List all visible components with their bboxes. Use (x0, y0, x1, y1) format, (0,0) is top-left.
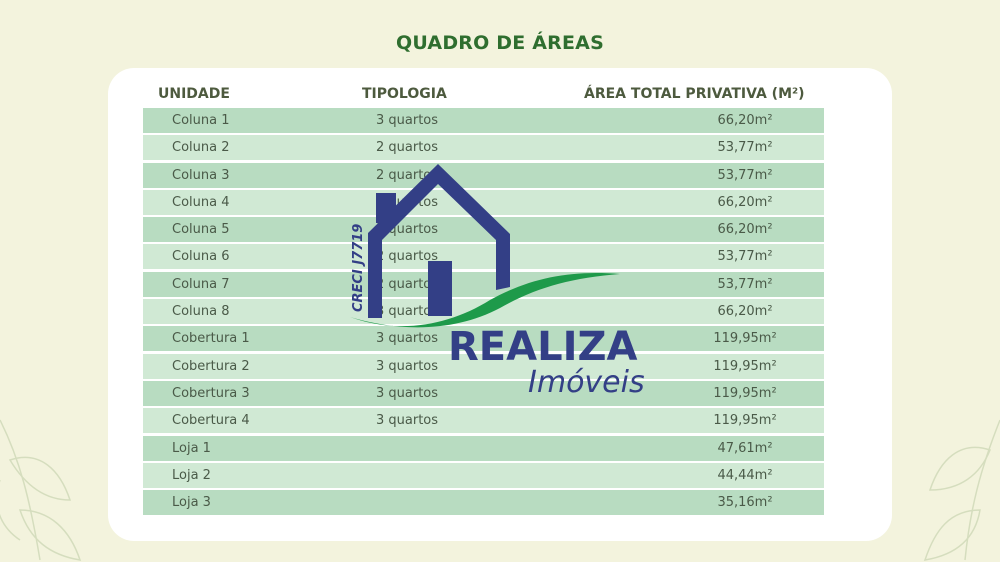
cell-area: 35,16m² (717, 495, 773, 511)
cell-tipologia: 2 quartos (376, 249, 439, 265)
brand-text: REALIZA (448, 324, 637, 370)
brand-subtitle-text: Imóveis (528, 365, 645, 400)
table-row: Coluna 2 2 quartos 53,77m² (143, 135, 824, 161)
cell-tipologia: 3 quartos (376, 331, 439, 347)
cell-area: 66,20m² (717, 194, 773, 210)
cell-unidade: Coluna 3 (172, 167, 230, 183)
table-row: Cobertura 1 3 quartos 119,95m² (143, 326, 824, 352)
cell-area: 119,95m² (713, 358, 777, 374)
cell-tipologia: 3 quartos (376, 304, 439, 320)
cell-area: 119,95m² (713, 413, 777, 429)
table-row: Loja 1 47,61m² (143, 435, 824, 461)
cell-tipologia: 3 quartos (376, 385, 439, 401)
leaf-decoration-right (923, 419, 1000, 561)
table-row: Cobertura 3 3 quartos 119,95m² (143, 380, 824, 406)
cell-tipologia: 2 quartos (376, 140, 439, 156)
cell-area: 53,77m² (717, 276, 773, 292)
realiza-logo-watermark: CRECI J7719 REALIZA Imóveis (350, 164, 645, 400)
cell-area: 47,61m² (717, 440, 773, 456)
cell-area: 119,95m² (713, 331, 777, 347)
cell-area: 53,77m² (717, 249, 773, 265)
cell-area: 119,95m² (713, 385, 777, 401)
table-row: Coluna 7 2 quartos 53,77m² (143, 271, 824, 297)
cell-area: 66,20m² (717, 113, 773, 128)
page-title: QUADRO DE ÁREAS (396, 32, 604, 54)
cell-unidade: Coluna 4 (172, 194, 230, 210)
creci-text: CRECI J7719 (351, 224, 366, 312)
table-row: Coluna 1 3 quartos 66,20m² (143, 108, 824, 133)
cell-area: 66,20m² (717, 304, 773, 320)
cell-tipologia: 3 quartos (376, 358, 439, 374)
header-unidade: UNIDADE (158, 86, 230, 102)
cell-unidade: Cobertura 4 (172, 413, 250, 429)
table-row: Loja 3 35,16m² (143, 490, 824, 516)
table-row: Cobertura 4 3 quartos 119,95m² (143, 408, 824, 434)
cell-unidade: Coluna 5 (172, 222, 230, 238)
cell-unidade: Cobertura 1 (172, 331, 250, 347)
cell-unidade: Coluna 2 (172, 140, 230, 156)
cell-unidade: Coluna 1 (172, 113, 230, 128)
areas-table: Coluna 1 3 quartos 66,20m² Coluna 2 2 quarto… (143, 108, 824, 517)
cell-area: 66,20m² (717, 222, 773, 238)
cell-unidade: Coluna 8 (172, 304, 230, 320)
header-area: ÁREA TOTAL PRIVATIVA (M²) (584, 86, 805, 102)
cell-tipologia: 3 quartos (376, 413, 439, 429)
cell-unidade: Cobertura 2 (172, 358, 250, 374)
header-tipologia: TIPOLOGIA (362, 86, 447, 102)
table-row: Cobertura 2 3 quartos 119,95m² (143, 353, 824, 379)
cell-unidade: Loja 2 (172, 467, 211, 483)
cell-unidade: Coluna 7 (172, 276, 230, 292)
cell-tipologia: 2 quartos (376, 167, 439, 183)
cell-tipologia: 2 quartos (376, 276, 439, 292)
cell-unidade: Loja 1 (172, 440, 211, 456)
leaf-decoration-left (0, 419, 82, 561)
cell-unidade: Cobertura 3 (172, 385, 250, 401)
table-row: Coluna 3 2 quartos 53,77m² (143, 162, 824, 188)
cell-unidade: Coluna 6 (172, 249, 230, 265)
cell-area: 53,77m² (717, 167, 773, 183)
table-row: Coluna 6 2 quartos 53,77m² (143, 244, 824, 270)
cell-area: 53,77m² (717, 140, 773, 156)
table-row: Loja 2 44,44m² (143, 462, 824, 488)
cell-unidade: Loja 3 (172, 495, 211, 511)
cell-area: 44,44m² (717, 467, 773, 483)
cell-tipologia: 3 quartos (376, 113, 439, 128)
